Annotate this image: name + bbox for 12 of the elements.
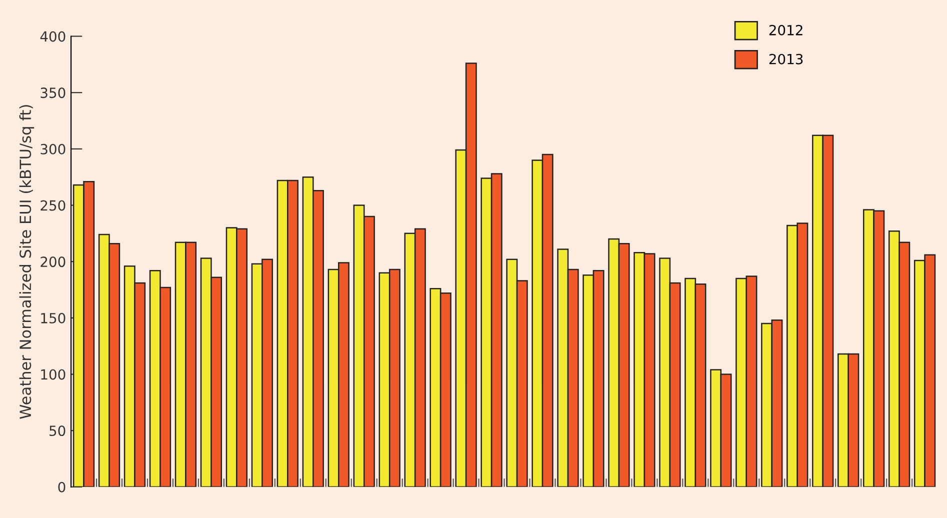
legend-label: 2013 (769, 54, 803, 64)
legend-label: 2012 (769, 24, 802, 36)
y-tick-label: 250 (40, 200, 66, 211)
y-tick-label: 300 (40, 144, 66, 154)
y-tick-label: 100 (41, 369, 66, 380)
y-tick-label: 200 (40, 256, 66, 268)
y-tick-label: 150 (41, 312, 66, 324)
y-tick-label: 400 (40, 31, 66, 42)
y-tick-label: 350 (40, 88, 66, 98)
y-axis-title: Weather Normalized Site EUI (kBTU/sq ft) (19, 105, 34, 419)
y-tick-label: 50 (50, 426, 66, 436)
y-tick-label: 0 (58, 482, 66, 492)
